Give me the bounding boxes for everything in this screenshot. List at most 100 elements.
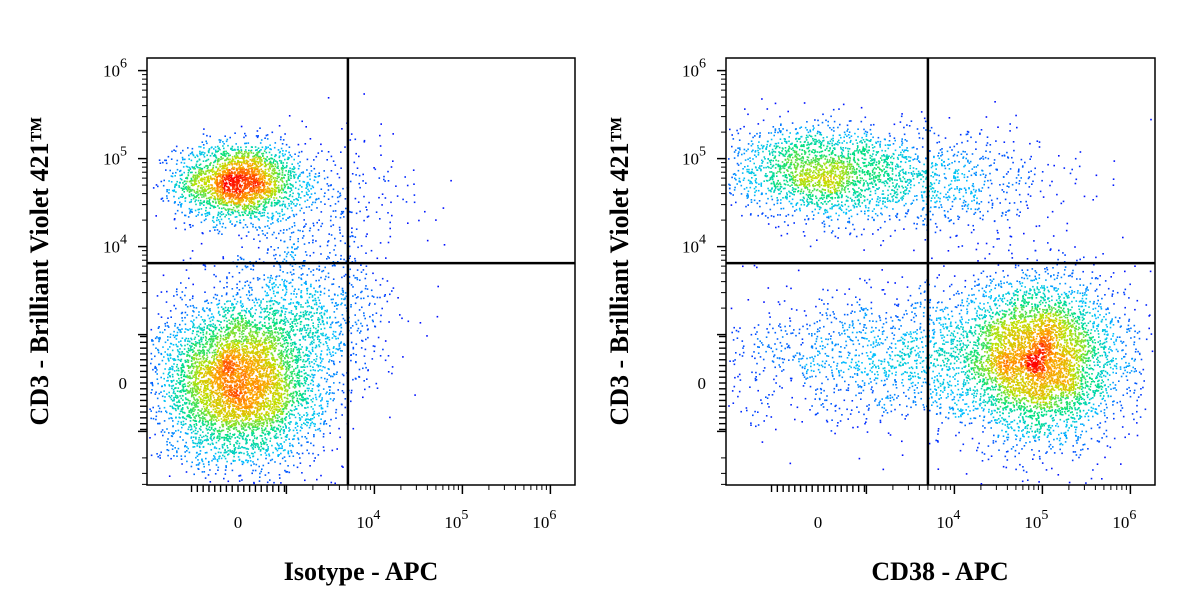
event-dot [203,154,205,156]
event-dot [341,465,343,468]
event-dot [254,451,256,454]
event-dot [225,204,228,206]
event-dot [249,324,251,327]
event-dot [198,371,201,374]
event-dot [189,375,191,377]
event-dot [264,160,266,163]
event-dot [243,182,245,184]
event-dot [199,172,202,174]
event-dot [249,194,251,196]
event-dot [216,198,219,200]
event-dot [284,196,286,198]
event-dot [227,152,230,155]
event-dot [227,418,230,420]
event-dot [189,355,191,358]
event-dot [280,185,283,187]
event-dot [181,426,183,429]
event-dot [232,433,234,436]
event-dot [254,163,256,165]
event-dot [196,455,199,457]
event-dot [222,196,224,198]
event-dot [225,153,227,155]
event-dot [241,435,243,438]
event-dot [192,323,195,325]
event-dot [240,163,243,166]
event-dot [165,162,168,165]
event-dot [304,390,306,393]
event-dot [308,184,311,187]
event-dot [246,214,248,216]
event-dot [227,158,230,161]
event-dot [262,399,264,402]
event-dot [239,168,242,170]
event-dot [219,334,222,336]
event-dot [247,171,250,174]
event-dot [196,370,199,373]
event-dot [312,452,314,455]
event-dot [167,317,169,319]
event-dot [244,174,247,176]
event-dot [227,163,229,166]
event-dot [208,187,211,190]
event-dot [174,184,177,186]
event-dot [214,189,216,192]
event-dot [197,166,199,169]
event-dot [267,462,270,464]
event-dot [224,358,226,360]
event-dot [175,383,177,385]
event-dot [313,416,315,419]
event-dot [288,187,291,189]
event-dot [197,366,199,368]
event-dot [228,179,230,182]
event-dot [252,170,255,173]
event-dot [199,186,202,189]
event-dot [225,195,227,198]
event-dot [174,447,176,449]
event-dot [278,125,281,127]
event-dot [236,155,239,157]
event-dot [295,320,297,322]
event-dot [310,170,313,172]
event-dot [274,155,276,158]
event-dot [278,408,280,411]
event-dot [266,156,268,158]
event-dot [192,326,194,329]
event-dot [225,140,228,143]
event-dot [258,480,261,482]
event-dot [271,397,274,399]
event-dot [221,158,223,160]
event-dot [283,363,285,366]
event-dot [276,442,278,445]
event-dot [204,300,206,303]
event-dot [230,330,232,332]
event-dot [243,194,245,197]
event-dot [246,196,249,199]
event-dot [182,166,185,168]
event-dot [219,435,221,437]
event-dot [197,415,200,418]
event-dot [156,453,158,455]
event-dot [315,396,317,399]
event-dot [230,208,233,211]
event-dot [275,406,278,408]
event-dot [184,445,187,447]
event-dot [282,329,284,332]
event-dot [151,339,153,341]
event-dot [247,364,249,366]
event-dot [250,186,253,189]
event-dot [228,171,231,174]
event-dot [250,217,253,220]
event-dot [171,189,174,192]
event-dot [248,320,251,323]
event-dot [231,436,233,438]
event-dot [270,165,273,168]
event-dot [256,158,259,161]
event-dot [242,388,244,391]
event-dot [220,211,223,213]
event-dot [171,387,173,390]
event-dot [180,203,183,205]
event-dot [276,161,278,163]
event-dot [211,204,213,207]
event-dot [181,371,183,373]
event-dot [185,182,187,185]
